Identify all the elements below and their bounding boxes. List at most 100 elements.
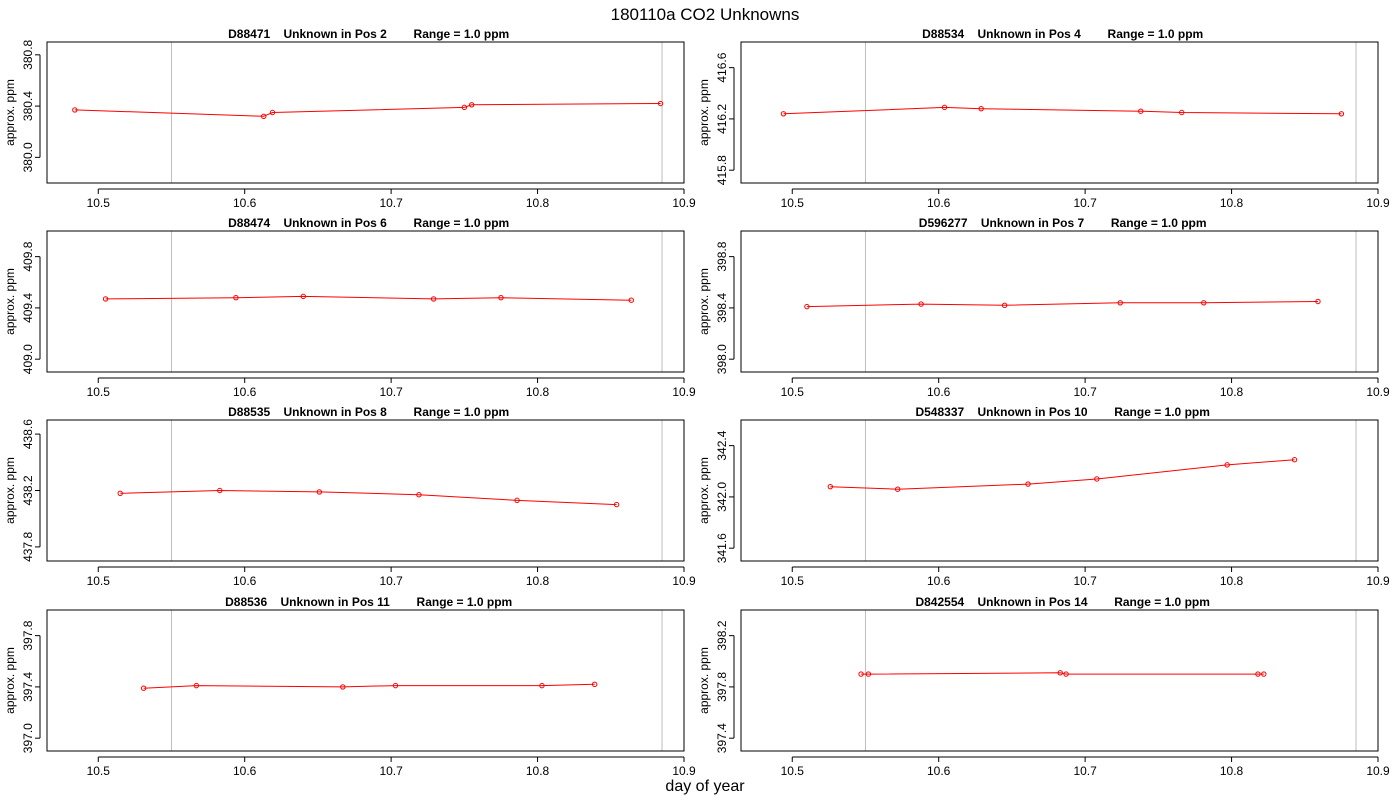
x-tick-label: 10.7 [379, 196, 403, 210]
panel-title: D842554 Unknown in Pos 14 Range = 1.0 pp… [915, 595, 1209, 609]
y-axis-label: approx. ppm [697, 647, 711, 714]
series-line [806, 301, 1319, 308]
x-tick-label: 10.6 [233, 764, 257, 778]
x-tick-label: 10.8 [526, 764, 550, 778]
data-point [613, 501, 620, 508]
panel-title-part: D88535 [228, 405, 270, 419]
y-tick-label: 437.8 [21, 532, 35, 562]
x-tick-label: 10.5 [781, 764, 805, 778]
panel-2: D88534 Unknown in Pos 4 Range = 1.0 ppm 1… [697, 27, 1390, 210]
panel-title: D88535 Unknown in Pos 8 Range = 1.0 ppm [228, 405, 509, 419]
panel-5: D88535 Unknown in Pos 8 Range = 1.0 ppm 1… [3, 405, 696, 588]
panel-title-part: Unknown in Pos 4 [964, 27, 1081, 41]
y-tick-label: 416.2 [715, 104, 729, 134]
figure-title: 180110a CO2 Unknowns [611, 5, 800, 24]
y-tick-label: 416.6 [715, 52, 729, 82]
panel-title-part: D88471 [228, 27, 270, 41]
data-point [1338, 111, 1345, 117]
panel-8: D842554 Unknown in Pos 14 Range = 1.0 pp… [697, 595, 1390, 778]
data-point [918, 301, 924, 307]
y-tick-label: 380.0 [21, 142, 35, 172]
data-point [461, 104, 468, 111]
series-line [120, 489, 617, 506]
series-line [783, 106, 1342, 115]
y-tick-label: 398.2 [715, 620, 729, 650]
panel-title-part: Range = 1.0 ppm [387, 405, 509, 419]
panel-6: D548337 Unknown in Pos 10 Range = 1.0 pp… [697, 405, 1390, 588]
data-point [628, 297, 634, 303]
y-tick-label: 397.4 [21, 672, 35, 702]
y-tick-label: 397.8 [715, 672, 729, 702]
x-tick-label: 10.6 [927, 385, 951, 399]
x-tick-label: 10.8 [526, 196, 550, 210]
data-point [1094, 476, 1100, 482]
data-point [894, 486, 901, 492]
data-point [1315, 298, 1321, 305]
y-axis-label: approx. ppm [3, 457, 17, 524]
data-point [1255, 671, 1261, 677]
panel-1: D88471 Unknown in Pos 2 Range = 1.0 ppm 1… [3, 27, 696, 210]
x-tick-label: 10.8 [1220, 196, 1244, 210]
panel-title-part: Range = 1.0 ppm [387, 216, 509, 230]
panel-title-part: Unknown in Pos 6 [270, 216, 387, 230]
x-tick-label: 10.6 [927, 574, 951, 588]
y-tick-label: 398.8 [715, 241, 729, 271]
data-point [1224, 462, 1230, 468]
data-point [217, 487, 223, 494]
plot-frame [740, 609, 1379, 752]
y-axis-label: approx. ppm [697, 457, 711, 524]
x-axis-label: day of year [665, 778, 745, 795]
y-tick-label: 397.4 [715, 723, 729, 753]
x-tick-label: 10.7 [1073, 196, 1097, 210]
x-tick-label: 10.9 [672, 764, 696, 778]
panel-3: D88474 Unknown in Pos 6 Range = 1.0 ppm 1… [3, 216, 696, 399]
data-point [1001, 302, 1008, 309]
x-tick-label: 10.8 [526, 574, 550, 588]
y-tick-label: 438.6 [21, 419, 35, 449]
panel-title: D88471 Unknown in Pos 2 Range = 1.0 ppm [228, 27, 509, 41]
x-tick-label: 10.5 [87, 764, 111, 778]
panel-title-part: Range = 1.0 ppm [390, 595, 512, 609]
panel-title-part: Unknown in Pos 8 [270, 405, 387, 419]
data-point [1261, 671, 1267, 677]
panel-title-part: Range = 1.0 ppm [1088, 595, 1210, 609]
x-tick-label: 10.7 [379, 385, 403, 399]
data-point [978, 105, 984, 112]
data-point [233, 294, 239, 301]
y-tick-label: 398.4 [715, 293, 729, 323]
x-tick-label: 10.9 [672, 196, 696, 210]
panel-title-part: Unknown in Pos 11 [267, 595, 390, 609]
panel-title: D548337 Unknown in Pos 10 Range = 1.0 pp… [915, 405, 1209, 419]
x-tick-label: 10.5 [87, 196, 111, 210]
data-point [140, 685, 147, 691]
panel-title-part: Range = 1.0 ppm [1084, 216, 1206, 230]
y-axis-label: approx. ppm [3, 647, 17, 714]
data-point [117, 490, 123, 497]
x-tick-label: 10.8 [1220, 385, 1244, 399]
x-tick-label: 10.9 [1366, 764, 1390, 778]
data-point [591, 681, 598, 688]
panel-title: D88536 Unknown in Pos 11 Range = 1.0 ppm [225, 595, 512, 609]
y-axis-label: approx. ppm [697, 79, 711, 146]
x-tick-label: 10.5 [87, 574, 111, 588]
panel-4: D596277 Unknown in Pos 7 Range = 1.0 ppm… [697, 216, 1390, 399]
panel-title-part: Unknown in Pos 10 [964, 405, 1088, 419]
y-tick-label: 342.0 [715, 482, 729, 512]
data-point [300, 293, 306, 300]
x-tick-label: 10.7 [1073, 574, 1097, 588]
y-tick-label: 438.2 [21, 475, 35, 505]
y-tick-label: 409.8 [21, 241, 35, 271]
y-tick-label: 341.6 [715, 533, 729, 563]
y-axis-label: approx. ppm [3, 79, 17, 146]
panel-title-part: Unknown in Pos 7 [968, 216, 1085, 230]
data-point [430, 296, 437, 302]
plot-frame [46, 419, 685, 562]
panel-title-part: D842554 [915, 595, 964, 609]
x-tick-label: 10.9 [1366, 196, 1390, 210]
data-point [780, 111, 787, 117]
panel-title-part: Range = 1.0 ppm [1081, 27, 1203, 41]
plot-frame [46, 41, 685, 184]
panel-title-part: D596277 [919, 216, 968, 230]
panel-title-part: Range = 1.0 ppm [387, 27, 509, 41]
